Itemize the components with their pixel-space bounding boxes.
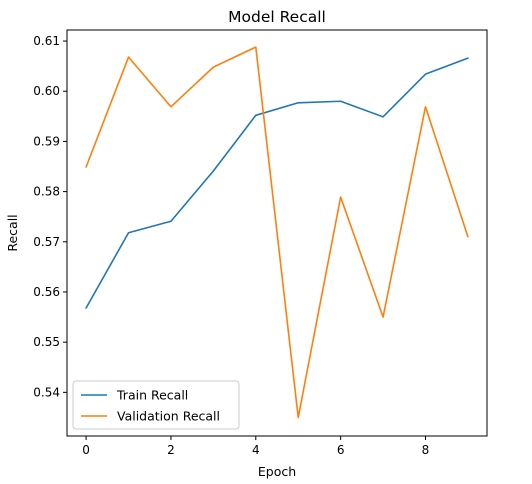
- y-tick-label: 0.59: [33, 134, 60, 148]
- chart-title: Model Recall: [228, 8, 326, 26]
- x-tick-label: 8: [422, 443, 430, 457]
- series-line-validation-recall: [85, 46, 469, 419]
- y-tick-label: 0.60: [33, 84, 60, 98]
- x-tick-label: 2: [167, 443, 175, 457]
- y-tick-label: 0.61: [33, 34, 60, 48]
- x-axis-label: Epoch: [258, 464, 296, 479]
- series-group: [85, 46, 469, 419]
- y-axis-label: Recall: [5, 214, 20, 251]
- y-tick-label: 0.58: [33, 185, 60, 199]
- x-tick-label: 6: [337, 443, 345, 457]
- y-tick-label: 0.55: [33, 335, 60, 349]
- x-axis: 0 2 4 6 8: [82, 436, 429, 457]
- x-tick-label: 0: [82, 443, 90, 457]
- legend-box: [72, 380, 240, 430]
- x-tick-label: 4: [252, 443, 260, 457]
- y-axis: 0.54 0.55 0.56 0.57 0.58 0.59 0.60 0.61: [33, 34, 67, 399]
- y-tick-label: 0.54: [33, 385, 60, 399]
- legend-label: Train Recall: [116, 388, 188, 403]
- series-line-train-recall: [85, 57, 469, 309]
- y-tick-label: 0.57: [33, 235, 60, 249]
- legend: Train Recall Validation Recall: [72, 380, 240, 430]
- legend-label: Validation Recall: [117, 409, 220, 424]
- y-tick-label: 0.56: [33, 285, 60, 299]
